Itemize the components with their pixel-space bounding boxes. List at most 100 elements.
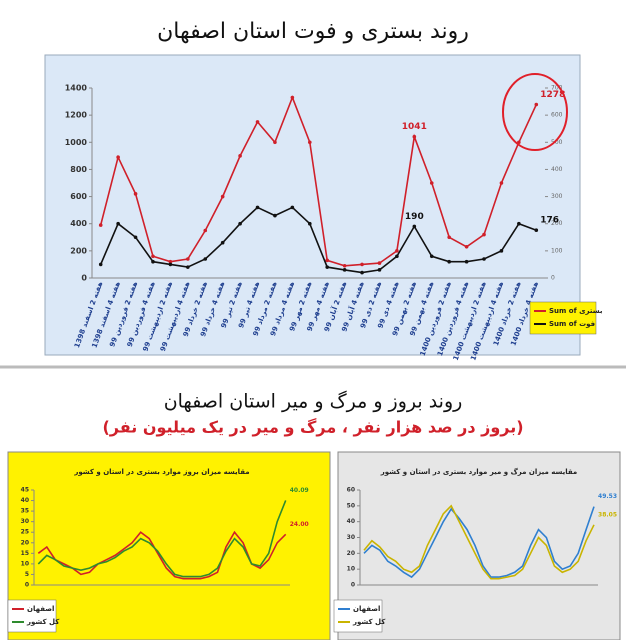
series-line (37, 500, 287, 578)
point (290, 205, 295, 210)
point (220, 240, 225, 245)
y-tick-label: 200 (70, 246, 87, 255)
point (133, 235, 138, 240)
legend-label: اصفهان (27, 605, 54, 613)
point (464, 259, 469, 264)
point (238, 154, 242, 158)
y-tick-label: 30 (347, 534, 355, 541)
y-tick-label: 600 (70, 192, 87, 201)
value-label: 1278 (540, 90, 565, 100)
legend-label: Sum of فوت (549, 320, 595, 328)
value-label: 49.53 (598, 493, 617, 500)
y2-tick-label: 100 (551, 247, 563, 254)
series-line (363, 504, 595, 580)
value-label: 176 (540, 216, 559, 226)
point (168, 259, 173, 264)
value-label: 190 (405, 212, 424, 222)
y-tick-label: 45 (21, 487, 29, 494)
point (447, 235, 451, 240)
y2-tick-label: 500 (551, 139, 563, 146)
y-tick-label: 60 (347, 487, 355, 494)
series-line (99, 95, 538, 267)
y-tick-label: 400 (70, 219, 87, 228)
point (238, 221, 242, 226)
point (429, 181, 434, 185)
point (151, 259, 155, 264)
point (151, 254, 155, 259)
point (325, 258, 330, 263)
legend-box (529, 301, 597, 335)
y-tick-label: 10 (21, 560, 29, 567)
y-tick-label: 800 (70, 165, 87, 174)
point (307, 140, 312, 145)
point (360, 262, 364, 267)
point (534, 102, 539, 107)
point (412, 134, 417, 139)
y-tick-label: 35 (21, 508, 29, 515)
point (482, 232, 486, 237)
legend-label: Sum of بستری (549, 307, 603, 315)
point (307, 221, 312, 226)
point (255, 120, 260, 124)
point (429, 254, 434, 259)
value-label: 38.05 (598, 511, 617, 518)
point (186, 257, 190, 261)
highlight-ring (502, 73, 568, 151)
y-tick-label: 0 (81, 274, 87, 283)
point (116, 155, 120, 160)
y-tick-label: 15 (21, 550, 29, 557)
y2-tick-label: 400 (551, 166, 563, 173)
point (482, 257, 486, 261)
legend-label: کل کشور (352, 618, 386, 626)
chart-panel (7, 451, 331, 640)
y2-tick-label: 600 (551, 112, 563, 119)
y-tick-label: 0 (25, 582, 29, 589)
point (273, 213, 277, 218)
y-tick-label: 20 (21, 539, 29, 546)
series-line (99, 206, 537, 274)
y-tick-label: 10 (347, 566, 355, 573)
y-tick-label: 5 (25, 571, 29, 578)
value-label: 40.09 (290, 487, 309, 494)
chart-title: روند بستری و فوت استان اصفهان (157, 19, 469, 44)
point (133, 192, 138, 196)
point (499, 249, 504, 253)
y-tick-label: 25 (21, 529, 29, 536)
legend-label: کل کشور (26, 618, 60, 626)
y2-tick-label: 0 (551, 275, 555, 282)
chart-title: مقایسه میزان بروز موارد بستری در استان و… (73, 468, 249, 476)
point (255, 205, 260, 210)
point (168, 262, 173, 267)
chart-title: مقایسه میزان مرگ و میر موارد بستری در اس… (380, 467, 578, 476)
y-tick-label: 1000 (65, 138, 88, 147)
point (325, 265, 330, 269)
point (342, 268, 347, 272)
point (499, 181, 504, 185)
value-label: 1041 (402, 122, 427, 132)
point (517, 221, 521, 226)
point (395, 254, 399, 259)
series-line (37, 530, 287, 580)
point (395, 249, 399, 253)
legend-label: اصفهان (353, 605, 380, 613)
point (290, 95, 295, 100)
point (116, 221, 120, 226)
point (203, 257, 208, 261)
point (98, 223, 103, 227)
y-tick-label: 1400 (65, 84, 88, 93)
y-tick-label: 40 (21, 497, 29, 504)
point (360, 270, 364, 275)
legend-box (7, 599, 57, 633)
chart-panel (337, 451, 621, 640)
y-tick-label: 40 (347, 518, 355, 525)
y2-tick-label: 700 (551, 85, 563, 92)
chart-panel (44, 54, 581, 356)
point (534, 228, 539, 233)
point (377, 261, 382, 265)
y2-tick-label: 300 (551, 193, 563, 200)
point (273, 140, 277, 145)
point (186, 265, 190, 269)
point (447, 259, 451, 264)
point (464, 244, 469, 249)
